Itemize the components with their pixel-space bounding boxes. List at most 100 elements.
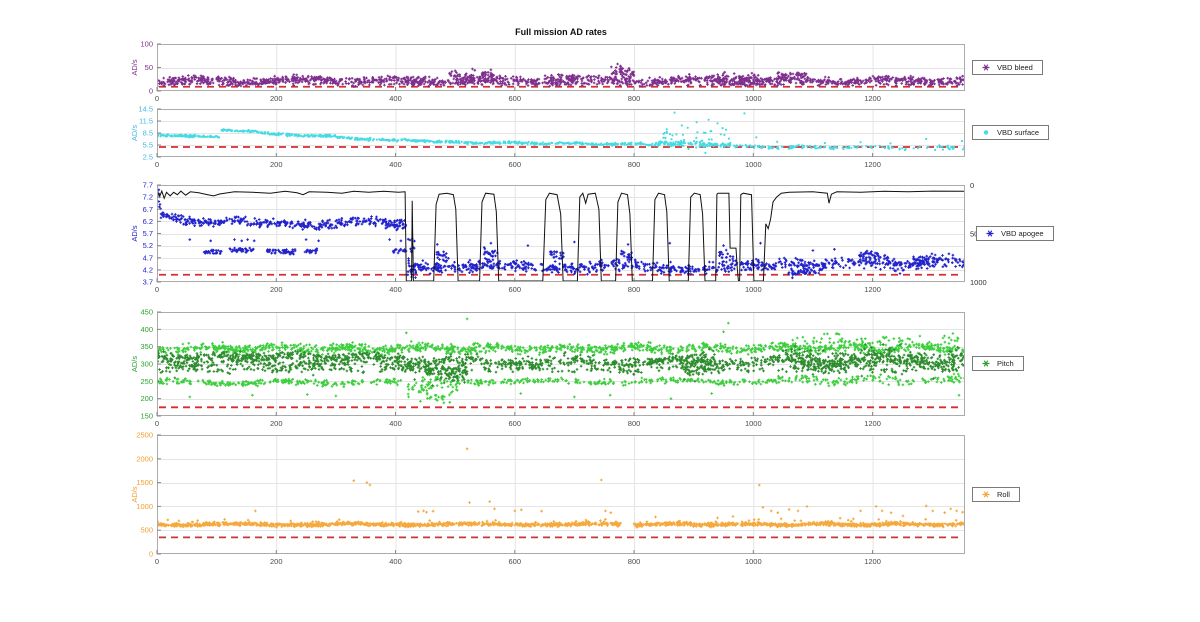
svg-text:11.5: 11.5	[139, 117, 153, 126]
svg-text:150: 150	[140, 412, 153, 421]
svg-text:100: 100	[140, 40, 153, 49]
legend-vbd-apogee: VBD apogee	[976, 226, 1054, 241]
svg-text:1000: 1000	[136, 502, 153, 511]
scatter-series-vbd-bleed	[157, 62, 965, 88]
grid	[157, 435, 965, 554]
svg-text:2500: 2500	[136, 431, 153, 440]
svg-text:0: 0	[970, 181, 974, 190]
axis-box	[157, 435, 965, 554]
svg-text:2.5: 2.5	[143, 153, 153, 162]
svg-text:1000: 1000	[745, 160, 762, 169]
svg-text:1000: 1000	[745, 94, 762, 103]
svg-text:1000: 1000	[970, 278, 987, 287]
subplot-vbd-bleed: 0 50 1000 200 400 600 800 1000 1200 AD/s	[130, 40, 965, 103]
scatter-series-vbd-apogee	[157, 185, 965, 280]
subplot-vbd-surface: 2.5 5.5 8.5 11.5 14.5 0 200 400 600 800 1000 1200 AD…	[130, 105, 965, 169]
legend-label: Pitch	[997, 359, 1014, 368]
svg-text:400: 400	[389, 94, 402, 103]
svg-text:600: 600	[509, 160, 522, 169]
svg-text:500: 500	[140, 526, 153, 535]
svg-text:200: 200	[270, 419, 283, 428]
legend-vbd-bleed: VBD bleed	[972, 60, 1043, 75]
x-axis-ticks: 0 200 400 600 800 1000 1200	[155, 419, 881, 428]
svg-text:7.2: 7.2	[143, 193, 153, 202]
svg-text:0: 0	[155, 160, 159, 169]
svg-text:4.2: 4.2	[143, 265, 153, 274]
svg-text:4.7: 4.7	[143, 253, 153, 262]
svg-text:0: 0	[155, 285, 159, 294]
figure-title: Full mission AD rates	[515, 27, 607, 37]
legend-marker-asterisk-icon	[982, 360, 990, 367]
svg-text:800: 800	[628, 285, 641, 294]
svg-text:200: 200	[270, 557, 283, 566]
svg-text:200: 200	[140, 394, 153, 403]
svg-text:5.7: 5.7	[143, 229, 153, 238]
legend-marker-asterisk-icon	[982, 64, 990, 71]
svg-text:7.7: 7.7	[143, 181, 153, 190]
x-axis-ticks: 0 200 400 600 800 1000 1200	[155, 160, 881, 169]
legend-vbd-surface: VBD surface	[972, 125, 1050, 140]
y-axis-ticks: 0 50 100	[140, 40, 153, 96]
svg-text:600: 600	[509, 419, 522, 428]
x-axis-ticks: 0 200 400 600 800 1000 1200	[155, 285, 881, 294]
svg-text:6.7: 6.7	[143, 205, 153, 214]
legend-label: VBD apogee	[1001, 229, 1044, 238]
svg-text:0: 0	[149, 87, 153, 96]
svg-text:2000: 2000	[136, 454, 153, 463]
svg-text:200: 200	[270, 285, 283, 294]
svg-text:14.5: 14.5	[138, 105, 153, 114]
y-axis-label: AD/s	[130, 125, 139, 142]
svg-text:450: 450	[140, 308, 153, 317]
y-axis-label: AD/s	[130, 59, 139, 76]
scatter-series-pitch-light	[157, 317, 965, 405]
svg-text:50: 50	[145, 63, 153, 72]
legend-roll: Roll	[972, 487, 1020, 502]
svg-text:800: 800	[628, 94, 641, 103]
svg-text:600: 600	[509, 94, 522, 103]
tick-marks	[156, 184, 874, 283]
svg-text:1200: 1200	[864, 557, 881, 566]
tick-marks	[156, 311, 874, 417]
svg-text:400: 400	[389, 557, 402, 566]
x-axis-ticks: 0 200 400 600 800 1000 1200	[155, 94, 881, 103]
scatter-series-pitch-dark	[157, 343, 965, 387]
y-axis-ticks: 3.7 4.2 4.7 5.2 5.7 6.2 6.7 7.2 7.7	[143, 181, 153, 287]
svg-text:1000: 1000	[745, 285, 762, 294]
svg-text:400: 400	[389, 285, 402, 294]
svg-text:5.2: 5.2	[143, 241, 153, 250]
y-axis-ticks: 150 200 250 300 350 400 450	[140, 308, 153, 421]
legend-label: VBD bleed	[997, 63, 1033, 72]
y-axis-ticks: 0 500 1000 1500 2000 2500	[136, 431, 153, 559]
svg-text:0: 0	[149, 550, 153, 559]
svg-text:200: 200	[270, 160, 283, 169]
svg-text:800: 800	[628, 160, 641, 169]
svg-text:600: 600	[509, 557, 522, 566]
scatter-series-vbd-surface	[157, 111, 965, 155]
legend-marker-asterisk-icon	[982, 491, 990, 498]
svg-text:5.5: 5.5	[143, 141, 153, 150]
x-axis-ticks: 0 200 400 600 800 1000 1200	[155, 557, 881, 566]
svg-text:200: 200	[270, 94, 283, 103]
tick-marks	[156, 108, 874, 158]
svg-text:1200: 1200	[864, 160, 881, 169]
subplot-vbd-apogee: 3.7 4.2 4.7 5.2 5.7 6.2 6.7 7.2 7.7 0 200 400 600 800…	[130, 181, 987, 295]
svg-text:350: 350	[140, 342, 153, 351]
svg-text:400: 400	[389, 419, 402, 428]
svg-text:1200: 1200	[864, 419, 881, 428]
svg-text:1000: 1000	[745, 419, 762, 428]
tick-marks	[156, 434, 874, 555]
svg-text:800: 800	[628, 557, 641, 566]
svg-text:1200: 1200	[864, 285, 881, 294]
svg-text:6.2: 6.2	[143, 217, 153, 226]
legend-label: Roll	[997, 490, 1010, 499]
scatter-series-roll	[157, 447, 965, 529]
svg-text:1200: 1200	[864, 94, 881, 103]
tick-marks	[156, 43, 874, 92]
subplot-roll: 0 500 1000 1500 2000 2500 0 200 400 600 800 1000 120…	[130, 431, 965, 566]
svg-text:250: 250	[140, 377, 153, 386]
svg-text:400: 400	[140, 325, 153, 334]
legend-pitch: Pitch	[972, 356, 1024, 371]
svg-text:8.5: 8.5	[143, 129, 153, 138]
